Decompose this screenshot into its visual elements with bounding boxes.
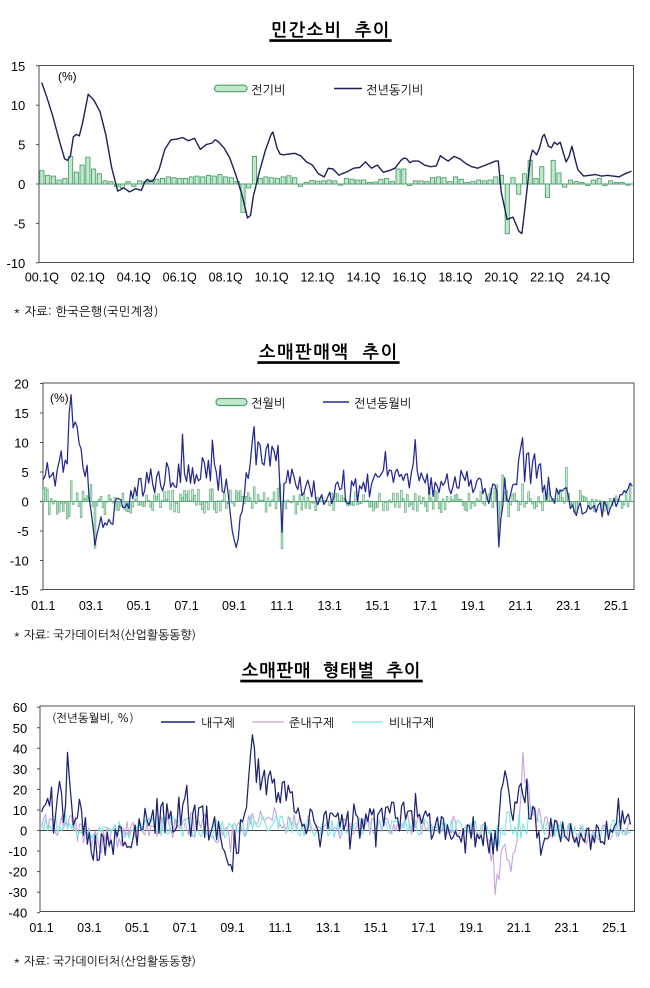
svg-text:01.1: 01.1 <box>29 921 53 935</box>
svg-text:09.1: 09.1 <box>220 921 244 935</box>
svg-text:-5: -5 <box>17 524 29 539</box>
svg-text:14.1Q: 14.1Q <box>346 271 380 285</box>
svg-text:07.1: 07.1 <box>173 921 197 935</box>
svg-text:-30: -30 <box>8 885 27 900</box>
svg-text:(%): (%) <box>50 391 69 405</box>
svg-text:19.1: 19.1 <box>461 599 485 613</box>
svg-text:(%): (%) <box>58 70 77 84</box>
svg-text:40: 40 <box>13 741 27 756</box>
svg-text:05.1: 05.1 <box>127 599 151 613</box>
svg-text:18.1Q: 18.1Q <box>438 271 472 285</box>
svg-text:20: 20 <box>13 782 27 797</box>
svg-text:20: 20 <box>14 377 28 392</box>
svg-text:13.1: 13.1 <box>316 921 340 935</box>
svg-text:02.1Q: 02.1Q <box>71 271 105 285</box>
svg-text:0: 0 <box>20 824 27 839</box>
svg-text:17.1: 17.1 <box>413 599 437 613</box>
svg-text:20.1Q: 20.1Q <box>484 271 518 285</box>
svg-text:10: 10 <box>14 436 28 451</box>
svg-text:00.1Q: 00.1Q <box>25 271 59 285</box>
svg-text:23.1: 23.1 <box>554 921 578 935</box>
svg-text:-40: -40 <box>8 906 27 921</box>
svg-text:08.1Q: 08.1Q <box>209 271 243 285</box>
svg-text:09.1: 09.1 <box>222 599 246 613</box>
svg-text:10.1Q: 10.1Q <box>255 271 289 285</box>
svg-text:5: 5 <box>18 138 25 153</box>
svg-text:01.1: 01.1 <box>31 599 55 613</box>
svg-text:11.1: 11.1 <box>268 921 291 935</box>
svg-text:60: 60 <box>13 700 27 715</box>
svg-text:-15: -15 <box>10 583 29 598</box>
svg-text:06.1Q: 06.1Q <box>163 271 197 285</box>
svg-text:22.1Q: 22.1Q <box>530 271 564 285</box>
svg-text:5: 5 <box>21 465 28 480</box>
svg-text:13.1: 13.1 <box>318 599 342 613</box>
svg-text:15.1: 15.1 <box>364 921 388 935</box>
svg-text:05.1: 05.1 <box>125 921 149 935</box>
svg-text:-10: -10 <box>10 554 29 569</box>
svg-text:15: 15 <box>11 59 25 74</box>
svg-text:11.1: 11.1 <box>270 599 293 613</box>
svg-text:16.1Q: 16.1Q <box>392 271 426 285</box>
svg-text:15: 15 <box>14 406 28 421</box>
svg-text:30: 30 <box>13 762 27 777</box>
svg-text:-5: -5 <box>14 216 26 231</box>
svg-text:24.1Q: 24.1Q <box>576 271 610 285</box>
svg-text:03.1: 03.1 <box>79 599 103 613</box>
svg-text:-10: -10 <box>8 844 27 859</box>
svg-text:23.1: 23.1 <box>556 599 580 613</box>
svg-text:0: 0 <box>21 495 28 510</box>
svg-text:10: 10 <box>13 803 27 818</box>
svg-text:25.1: 25.1 <box>604 599 628 613</box>
svg-text:04.1Q: 04.1Q <box>117 271 151 285</box>
svg-text:50: 50 <box>13 721 27 736</box>
svg-text:21.1: 21.1 <box>508 599 532 613</box>
svg-text:-10: -10 <box>7 256 26 271</box>
svg-text:15.1: 15.1 <box>365 599 389 613</box>
svg-text:17.1: 17.1 <box>411 921 435 935</box>
svg-text:-20: -20 <box>8 865 27 880</box>
svg-text:12.1Q: 12.1Q <box>300 271 334 285</box>
svg-text:21.1: 21.1 <box>507 921 531 935</box>
svg-text:10: 10 <box>11 98 25 113</box>
svg-text:25.1: 25.1 <box>602 921 626 935</box>
svg-text:03.1: 03.1 <box>77 921 101 935</box>
svg-text:19.1: 19.1 <box>459 921 483 935</box>
svg-text:07.1: 07.1 <box>174 599 198 613</box>
svg-text:0: 0 <box>18 177 25 192</box>
